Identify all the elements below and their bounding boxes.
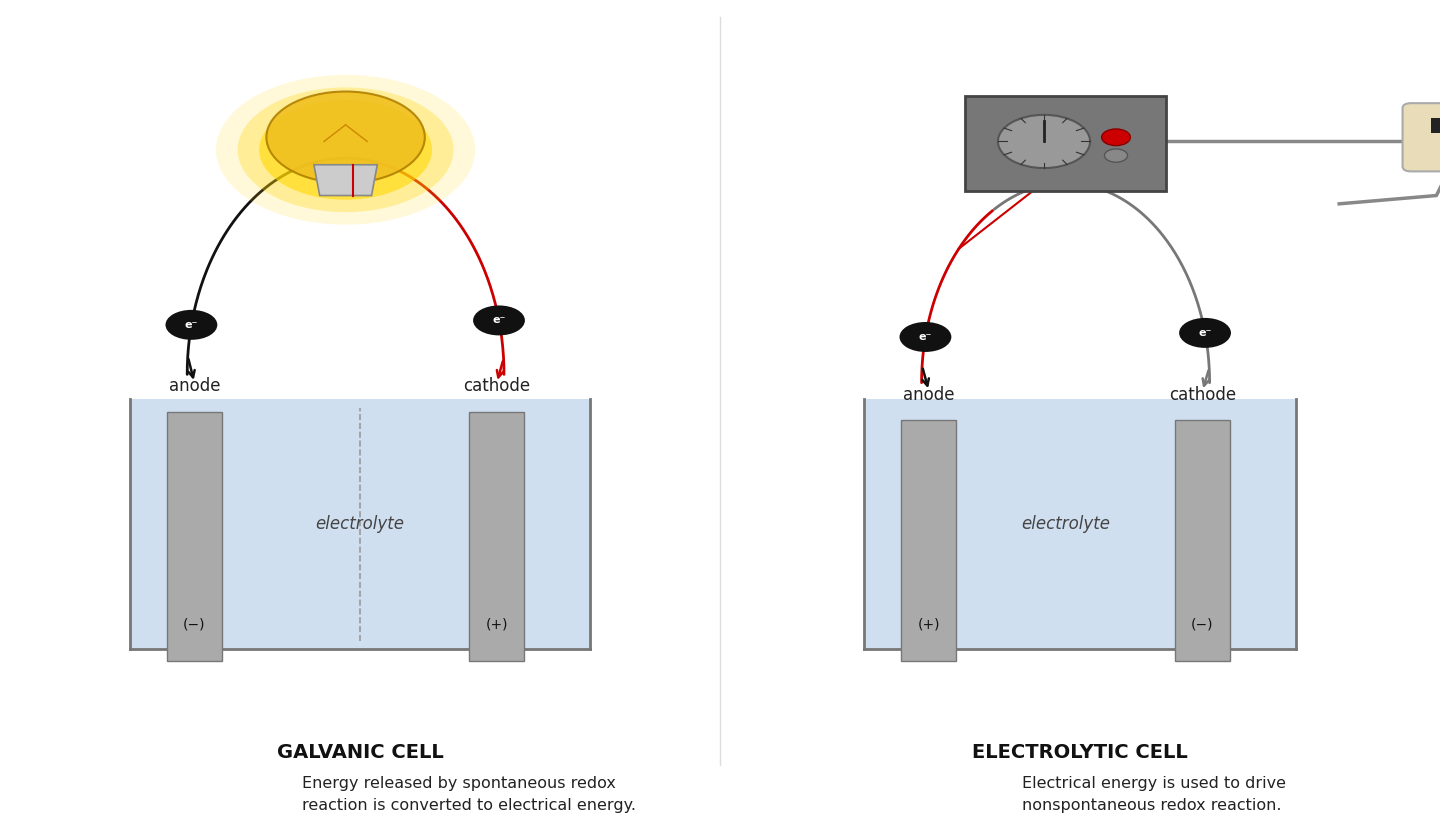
Text: Energy released by spontaneous redox
reaction is converted to electrical energy.: Energy released by spontaneous redox rea… <box>302 776 636 813</box>
Text: electrolyte: electrolyte <box>315 515 405 533</box>
Text: (+): (+) <box>485 617 508 631</box>
Bar <box>901 420 956 661</box>
Bar <box>469 412 524 661</box>
Bar <box>864 399 1296 649</box>
Text: (+): (+) <box>917 617 940 631</box>
Text: e⁻: e⁻ <box>492 315 505 325</box>
Text: (−): (−) <box>1191 617 1214 631</box>
Polygon shape <box>314 165 377 196</box>
Text: ELECTROLYTIC CELL: ELECTROLYTIC CELL <box>972 744 1188 762</box>
Text: e⁻: e⁻ <box>184 319 199 329</box>
Text: cathode: cathode <box>1169 385 1236 404</box>
Text: electrolyte: electrolyte <box>1021 515 1110 533</box>
Circle shape <box>166 310 217 339</box>
Circle shape <box>474 305 526 335</box>
Bar <box>1175 420 1230 661</box>
Circle shape <box>1179 318 1231 348</box>
Circle shape <box>259 100 432 200</box>
Bar <box>1431 118 1440 133</box>
Bar <box>965 96 1166 191</box>
Circle shape <box>900 322 952 352</box>
Circle shape <box>1104 149 1128 162</box>
Bar <box>167 412 222 661</box>
Text: e⁻: e⁻ <box>1198 328 1211 338</box>
Text: e⁻: e⁻ <box>919 332 932 342</box>
Circle shape <box>998 115 1090 168</box>
Text: anode: anode <box>168 377 220 395</box>
FancyBboxPatch shape <box>1403 103 1440 171</box>
Circle shape <box>1102 129 1130 146</box>
Circle shape <box>238 87 454 212</box>
Circle shape <box>266 92 425 183</box>
Text: (−): (−) <box>183 617 206 631</box>
Bar <box>130 399 590 649</box>
Text: cathode: cathode <box>464 377 530 395</box>
Text: GALVANIC CELL: GALVANIC CELL <box>276 744 444 762</box>
Circle shape <box>216 75 475 225</box>
Text: Electrical energy is used to drive
nonspontaneous redox reaction.: Electrical energy is used to drive nonsp… <box>1022 776 1286 813</box>
Text: anode: anode <box>903 385 955 404</box>
